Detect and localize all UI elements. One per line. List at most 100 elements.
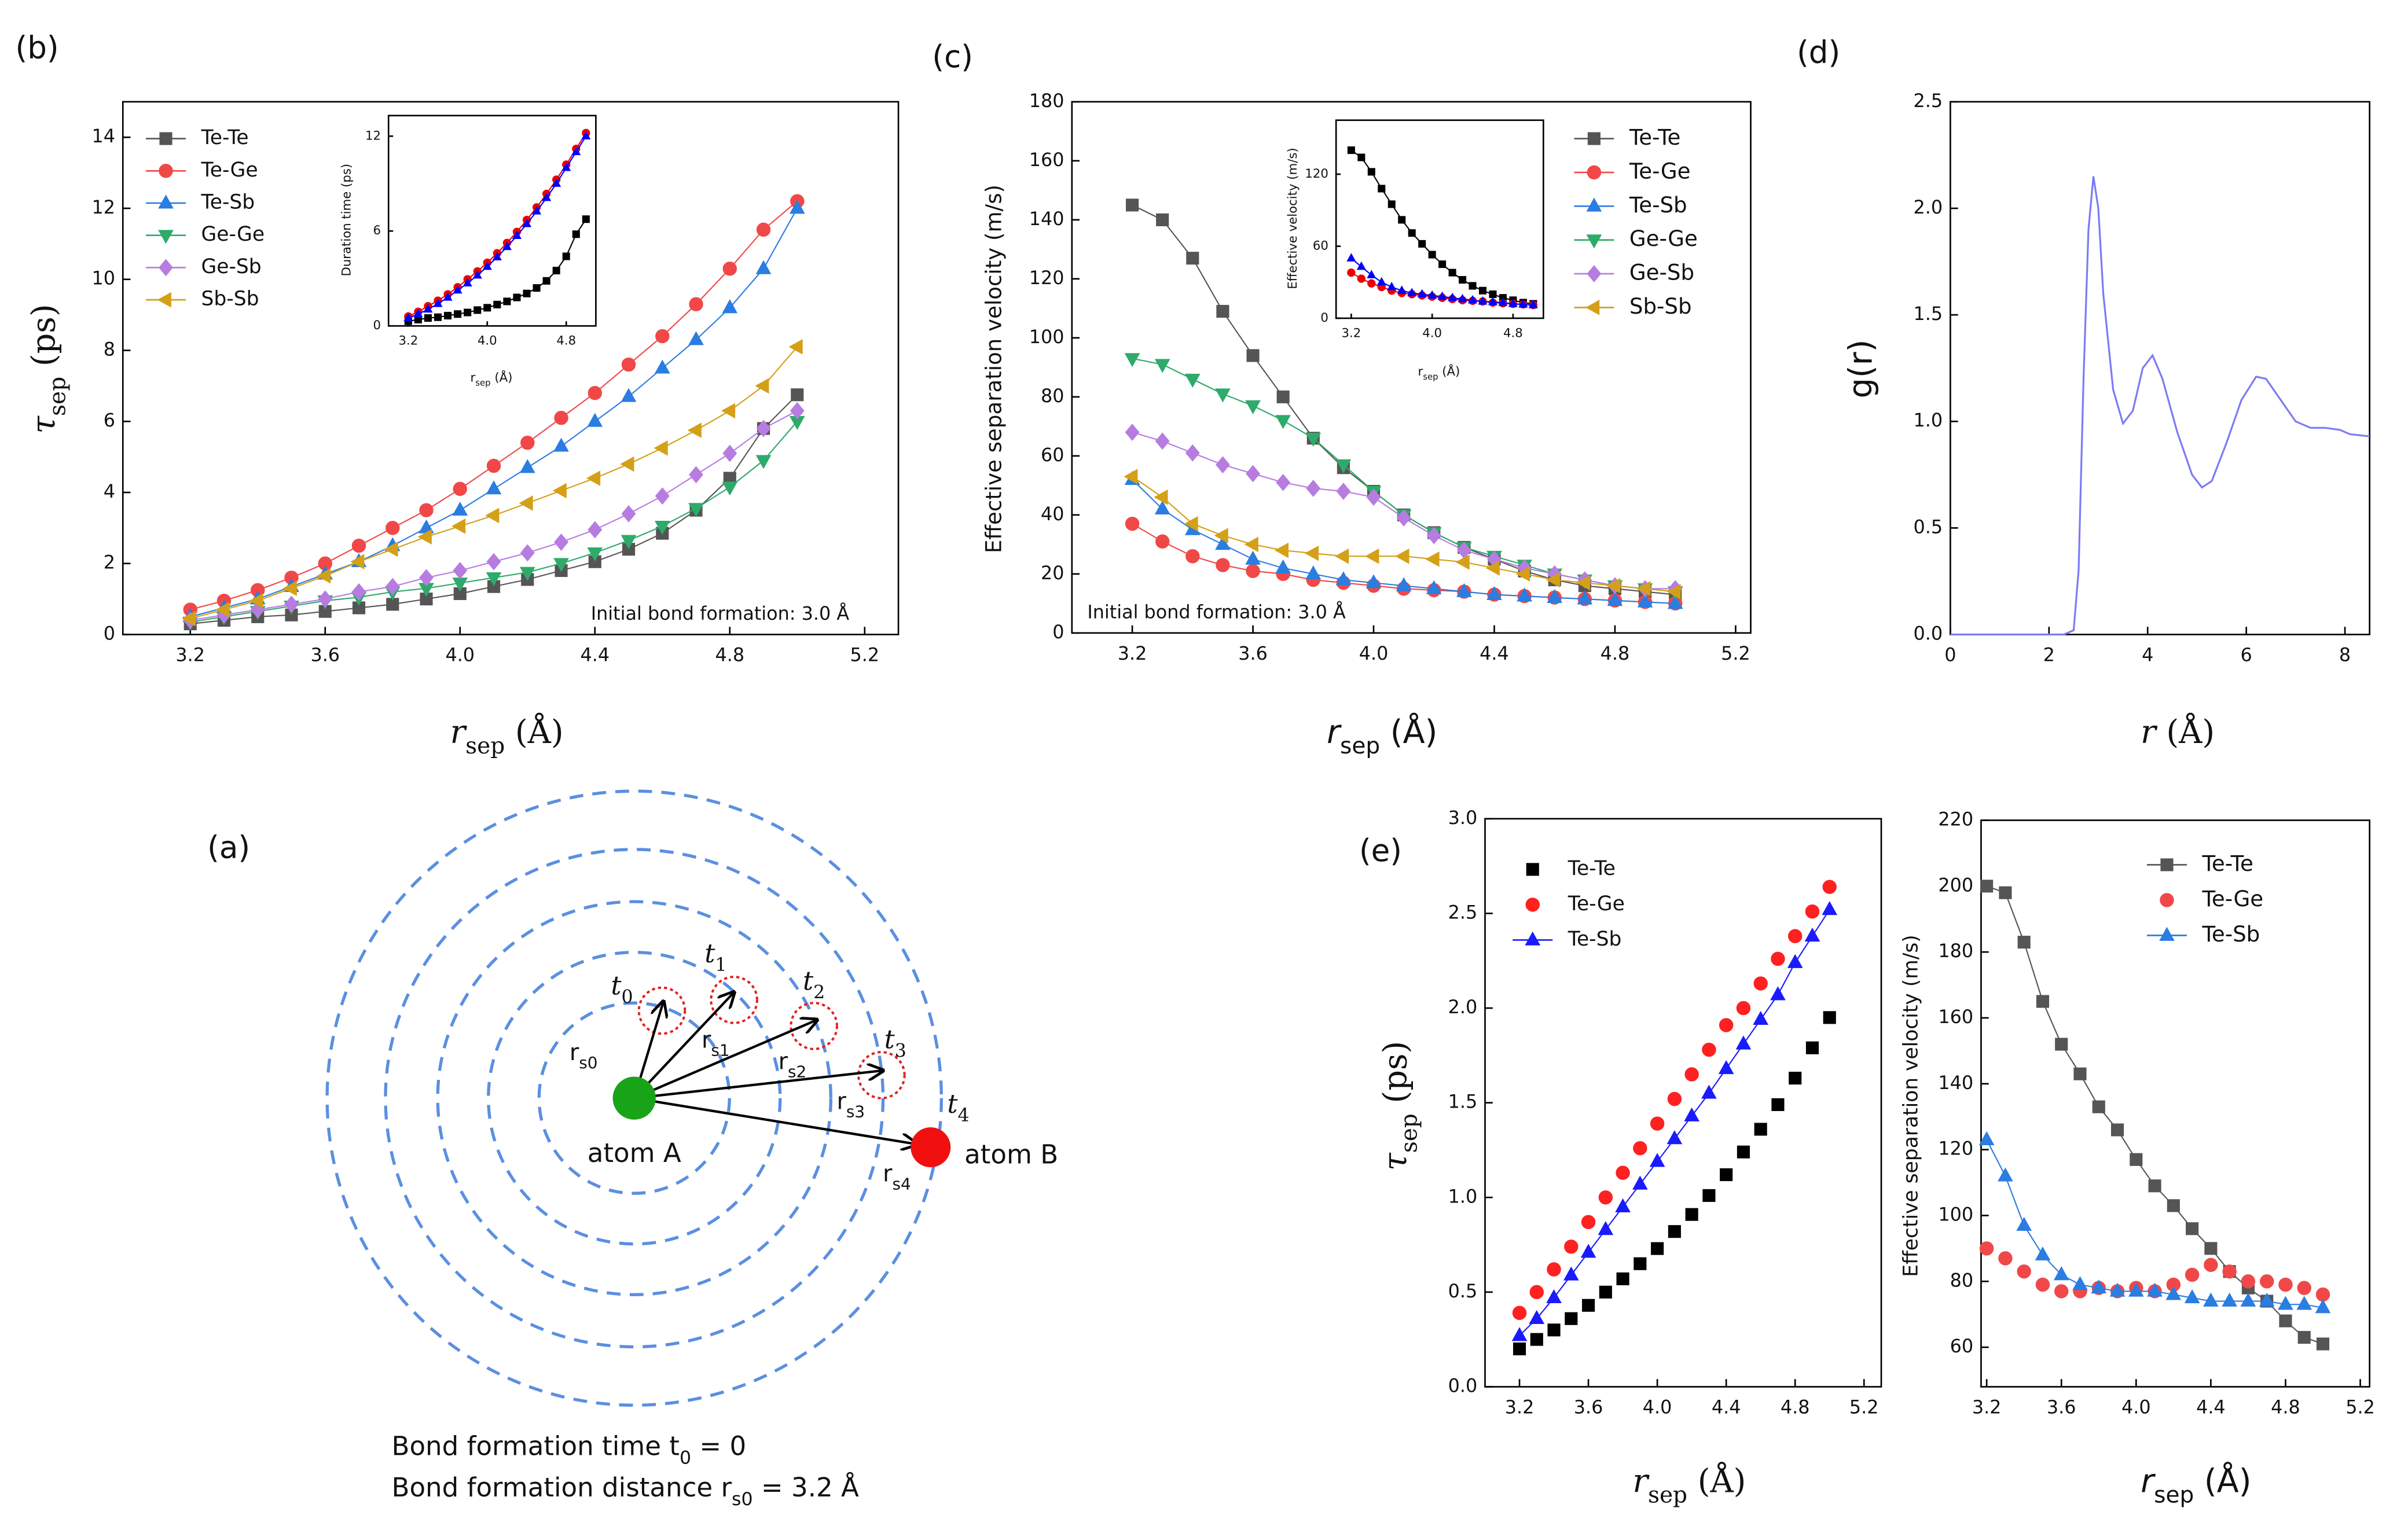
legend-marker [159, 259, 173, 277]
text-part: r [1327, 713, 1342, 751]
marker [1754, 1123, 1767, 1136]
y-tick-label: 0.5 [1448, 1280, 1478, 1302]
marker [350, 554, 365, 570]
marker [2297, 1281, 2311, 1295]
x-tick-label: 3.2 [398, 334, 418, 348]
marker [486, 458, 501, 473]
text-part: 2 [813, 982, 825, 1003]
marker [482, 261, 492, 270]
marker [1467, 295, 1478, 304]
marker [2222, 1264, 2237, 1279]
legend-marker [157, 292, 171, 308]
marker [1426, 580, 1442, 594]
marker [1979, 1241, 1994, 1256]
marker [1822, 880, 1837, 894]
marker [1306, 480, 1321, 497]
text-part: 4 [958, 1105, 970, 1126]
marker [1215, 536, 1231, 550]
marker [434, 313, 442, 321]
marker [492, 252, 502, 260]
y-axis-label: Effective separation velocity (m/s) [1900, 935, 1923, 1277]
y-tick-label: 12 [91, 196, 115, 218]
marker [386, 521, 400, 535]
panel-label: (a) [207, 830, 250, 866]
marker [1805, 1041, 1819, 1054]
marker [1376, 277, 1386, 286]
panel-label: (c) [932, 39, 973, 75]
y-tick-label: 1.5 [1448, 1091, 1478, 1113]
marker [2167, 1199, 2180, 1212]
marker [1530, 1333, 1543, 1346]
marker [472, 270, 482, 279]
marker [1633, 1141, 1647, 1156]
panel-label: (d) [1797, 34, 1840, 70]
marker [512, 230, 522, 240]
x-tick-label: 4.4 [2196, 1396, 2226, 1418]
marker [722, 262, 737, 276]
text-part: τ [1376, 1152, 1414, 1171]
marker [655, 487, 670, 505]
marker [1347, 146, 1355, 155]
marker [1367, 168, 1375, 176]
marker [318, 590, 333, 608]
series [1978, 1131, 2331, 1314]
legend-label: Ge-Sb [201, 255, 262, 278]
x-tick-label: 4.0 [478, 334, 497, 348]
plot-frame [122, 101, 900, 635]
marker [1245, 550, 1261, 565]
marker [2109, 1282, 2126, 1297]
text-part: s0 [579, 1053, 597, 1072]
marker [1636, 581, 1651, 597]
text-part: τ [25, 415, 63, 434]
marker [1378, 185, 1386, 193]
marker [1720, 1168, 1733, 1182]
marker [1805, 904, 1820, 919]
marker [1156, 213, 1169, 226]
marker [384, 541, 398, 557]
legend-label: Ge-Ge [1629, 226, 1698, 251]
marker [1215, 456, 1230, 474]
series-line [1950, 176, 2370, 636]
text-part: r [1632, 1462, 1650, 1500]
marker [553, 437, 569, 452]
marker [413, 308, 423, 318]
y-tick-label: 160 [1938, 1006, 1973, 1028]
marker [2130, 1153, 2143, 1166]
y-tick-label: 200 [1938, 874, 1973, 896]
marker [351, 583, 366, 601]
x-tick-label: 3.2 [1341, 326, 1361, 340]
marker [2315, 1299, 2331, 1314]
x-tick-label: 4.8 [556, 334, 576, 348]
marker [1517, 587, 1532, 602]
marker [1616, 1165, 1630, 1180]
marker [1155, 432, 1170, 450]
text-part: Bond formation time t [392, 1431, 680, 1462]
marker [2240, 1292, 2256, 1307]
marker [385, 578, 400, 595]
marker [483, 304, 491, 312]
time-label: t2 [803, 965, 825, 1003]
marker [520, 435, 535, 450]
marker [788, 339, 803, 355]
marker [1668, 1225, 1681, 1238]
marker [417, 529, 432, 545]
marker [2184, 1289, 2200, 1304]
y-axis-label: g(r) [1842, 340, 1880, 399]
marker [1823, 1011, 1836, 1024]
x-tick-label: 8 [2339, 644, 2351, 666]
arrow [633, 992, 734, 1099]
y-axis-label: Duration time (ps) [340, 164, 354, 277]
y-tick-label: 80 [1950, 1269, 1974, 1291]
y-tick-label: 60 [1041, 444, 1064, 466]
probes [637, 976, 906, 1099]
marker [1408, 229, 1416, 237]
note: Bond formation distance rs0 = 3.2 Å [392, 1472, 860, 1510]
y-tick-label: 80 [1041, 385, 1064, 407]
marker [2017, 1264, 2031, 1279]
marker [1357, 153, 1365, 161]
text-part: sep [465, 733, 505, 759]
marker [1275, 415, 1291, 429]
marker [1469, 282, 1477, 290]
text-part: sep [1340, 733, 1380, 759]
y-axis-label: τsep (ps) [1376, 1041, 1422, 1171]
